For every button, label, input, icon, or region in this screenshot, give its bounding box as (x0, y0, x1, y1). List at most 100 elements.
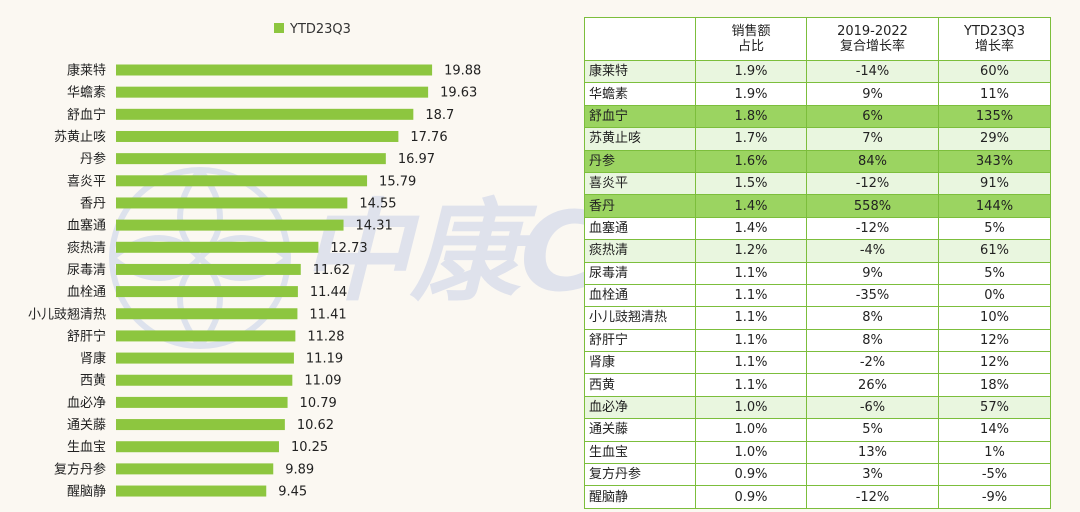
cagr-cell: 6% (806, 104, 939, 129)
cagr-cell: -35% (806, 283, 939, 308)
bar-value-label: 16.97 (398, 152, 435, 167)
name-cell: 血必净 (584, 395, 696, 420)
cagr-cell: 8% (806, 306, 939, 330)
bar (116, 197, 348, 209)
category-label: 西黄 (80, 374, 106, 389)
category-label: 舒肝宁 (67, 328, 106, 344)
name-cell: 通关藤 (584, 418, 696, 442)
name-cell: 香丹 (584, 194, 696, 218)
bar (116, 153, 386, 165)
category-label: 舒血宁 (67, 107, 106, 123)
growth-cell: 1% (938, 440, 1051, 465)
table-row: 复方丹参 0.9% 3% -5% (584, 463, 1051, 487)
bar-value-label: 11.44 (310, 285, 347, 300)
name-cell: 肾康 (584, 351, 696, 375)
category-label: 华蟾素 (67, 86, 106, 101)
bar-value-label: 17.76 (410, 130, 447, 145)
bar-chart: YTD23Q3 康莱特 19.88 华蟾素 19.63 舒血宁 18.7 苏黄止咳 17.76 丹… (28, 22, 481, 500)
growth-cell: 135% (938, 104, 1051, 129)
cagr-cell: -4% (806, 239, 939, 263)
share-cell: 1.1% (695, 373, 807, 397)
cagr-cell: 26% (806, 373, 939, 397)
name-cell: 苏黄止咳 (584, 127, 696, 151)
share-cell: 1.1% (695, 328, 807, 353)
cagr-cell: 7% (806, 127, 939, 151)
category-label: 醒脑静 (67, 485, 106, 500)
category-label: 血必净 (67, 396, 106, 411)
cagr-cell: -6% (806, 395, 939, 420)
table-row: 血必净 1.0% -6% 57% (584, 395, 1051, 420)
cagr-cell: 558% (806, 194, 939, 218)
name-cell: 生血宝 (584, 440, 696, 465)
table-row: 西黄 1.1% 26% 18% (584, 373, 1051, 397)
table-row: 尿毒清 1.1% 9% 5% (584, 261, 1051, 285)
bar (116, 330, 296, 342)
table-row: 醒脑静 0.9% -12% -9% (584, 485, 1051, 509)
category-label: 尿毒清 (67, 263, 106, 278)
bar (116, 108, 414, 120)
bar (116, 441, 279, 453)
data-table: 销售额 占比 2019-2022 复合增长率 YTD23Q3 增长率 康莱特 1.9% -… (584, 17, 1051, 509)
share-cell: 1.0% (695, 395, 807, 420)
header-share: 销售额 占比 (695, 17, 807, 61)
share-cell: 0.9% (695, 463, 807, 487)
cagr-cell: 9% (806, 82, 939, 106)
bar-value-label: 15.79 (379, 174, 416, 189)
growth-cell: 343% (938, 149, 1051, 173)
name-cell: 痰热清 (584, 239, 696, 263)
bar-value-label: 11.41 (309, 307, 346, 322)
bar-value-label: 9.45 (278, 485, 307, 500)
name-cell: 舒血宁 (584, 104, 696, 129)
bar (116, 352, 294, 364)
bar (116, 485, 267, 497)
table-row: 痰热清 1.2% -4% 61% (584, 239, 1051, 263)
table-row: 血栓通 1.1% -35% 0% (584, 283, 1051, 308)
bar (116, 219, 344, 231)
name-cell: 华蟾素 (584, 82, 696, 106)
share-cell: 1.1% (695, 283, 807, 308)
share-cell: 1.6% (695, 149, 807, 173)
share-cell: 1.1% (695, 306, 807, 330)
category-label: 苏黄止咳 (54, 129, 106, 145)
growth-cell: 5% (938, 261, 1051, 285)
table-row: 血塞通 1.4% -12% 5% (584, 216, 1051, 241)
share-cell: 1.2% (695, 239, 807, 263)
name-cell: 复方丹参 (584, 463, 696, 487)
cagr-cell: 9% (806, 261, 939, 285)
table-header-row: 销售额 占比 2019-2022 复合增长率 YTD23Q3 增长率 (584, 17, 1051, 61)
table-row: 舒肝宁 1.1% 8% 12% (584, 328, 1051, 353)
name-cell: 血栓通 (584, 283, 696, 308)
name-cell: 康莱特 (584, 59, 696, 84)
growth-cell: 91% (938, 171, 1051, 196)
bar-value-label: 11.28 (307, 329, 344, 344)
table-row: 华蟾素 1.9% 9% 11% (584, 82, 1051, 106)
share-cell: 1.4% (695, 216, 807, 241)
share-cell: 1.1% (695, 351, 807, 375)
bar (116, 263, 301, 275)
category-label: 血栓通 (67, 285, 106, 300)
cagr-cell: 84% (806, 149, 939, 173)
name-cell: 西黄 (584, 373, 696, 397)
name-cell: 喜炎平 (584, 171, 696, 196)
share-cell: 1.0% (695, 440, 807, 465)
growth-cell: -5% (938, 463, 1051, 487)
bar (116, 241, 319, 253)
cagr-cell: -14% (806, 59, 939, 84)
cagr-cell: -12% (806, 485, 939, 509)
bar (116, 175, 368, 187)
bar-value-label: 12.73 (330, 241, 367, 256)
bar (116, 419, 285, 431)
table-row: 康莱特 1.9% -14% 60% (584, 59, 1051, 84)
bar-value-label: 14.55 (359, 196, 396, 211)
category-label: 血塞通 (67, 218, 106, 234)
growth-cell: 11% (938, 82, 1051, 106)
table-row: 生血宝 1.0% 13% 1% (584, 440, 1051, 465)
category-label: 喜炎平 (67, 174, 106, 189)
growth-cell: 60% (938, 59, 1051, 84)
bar-value-label: 9.89 (285, 462, 314, 477)
name-cell: 丹参 (584, 149, 696, 173)
cagr-cell: -2% (806, 351, 939, 375)
bar-value-label: 11.62 (313, 263, 350, 278)
name-cell: 舒肝宁 (584, 328, 696, 353)
legend-swatch (274, 23, 284, 33)
